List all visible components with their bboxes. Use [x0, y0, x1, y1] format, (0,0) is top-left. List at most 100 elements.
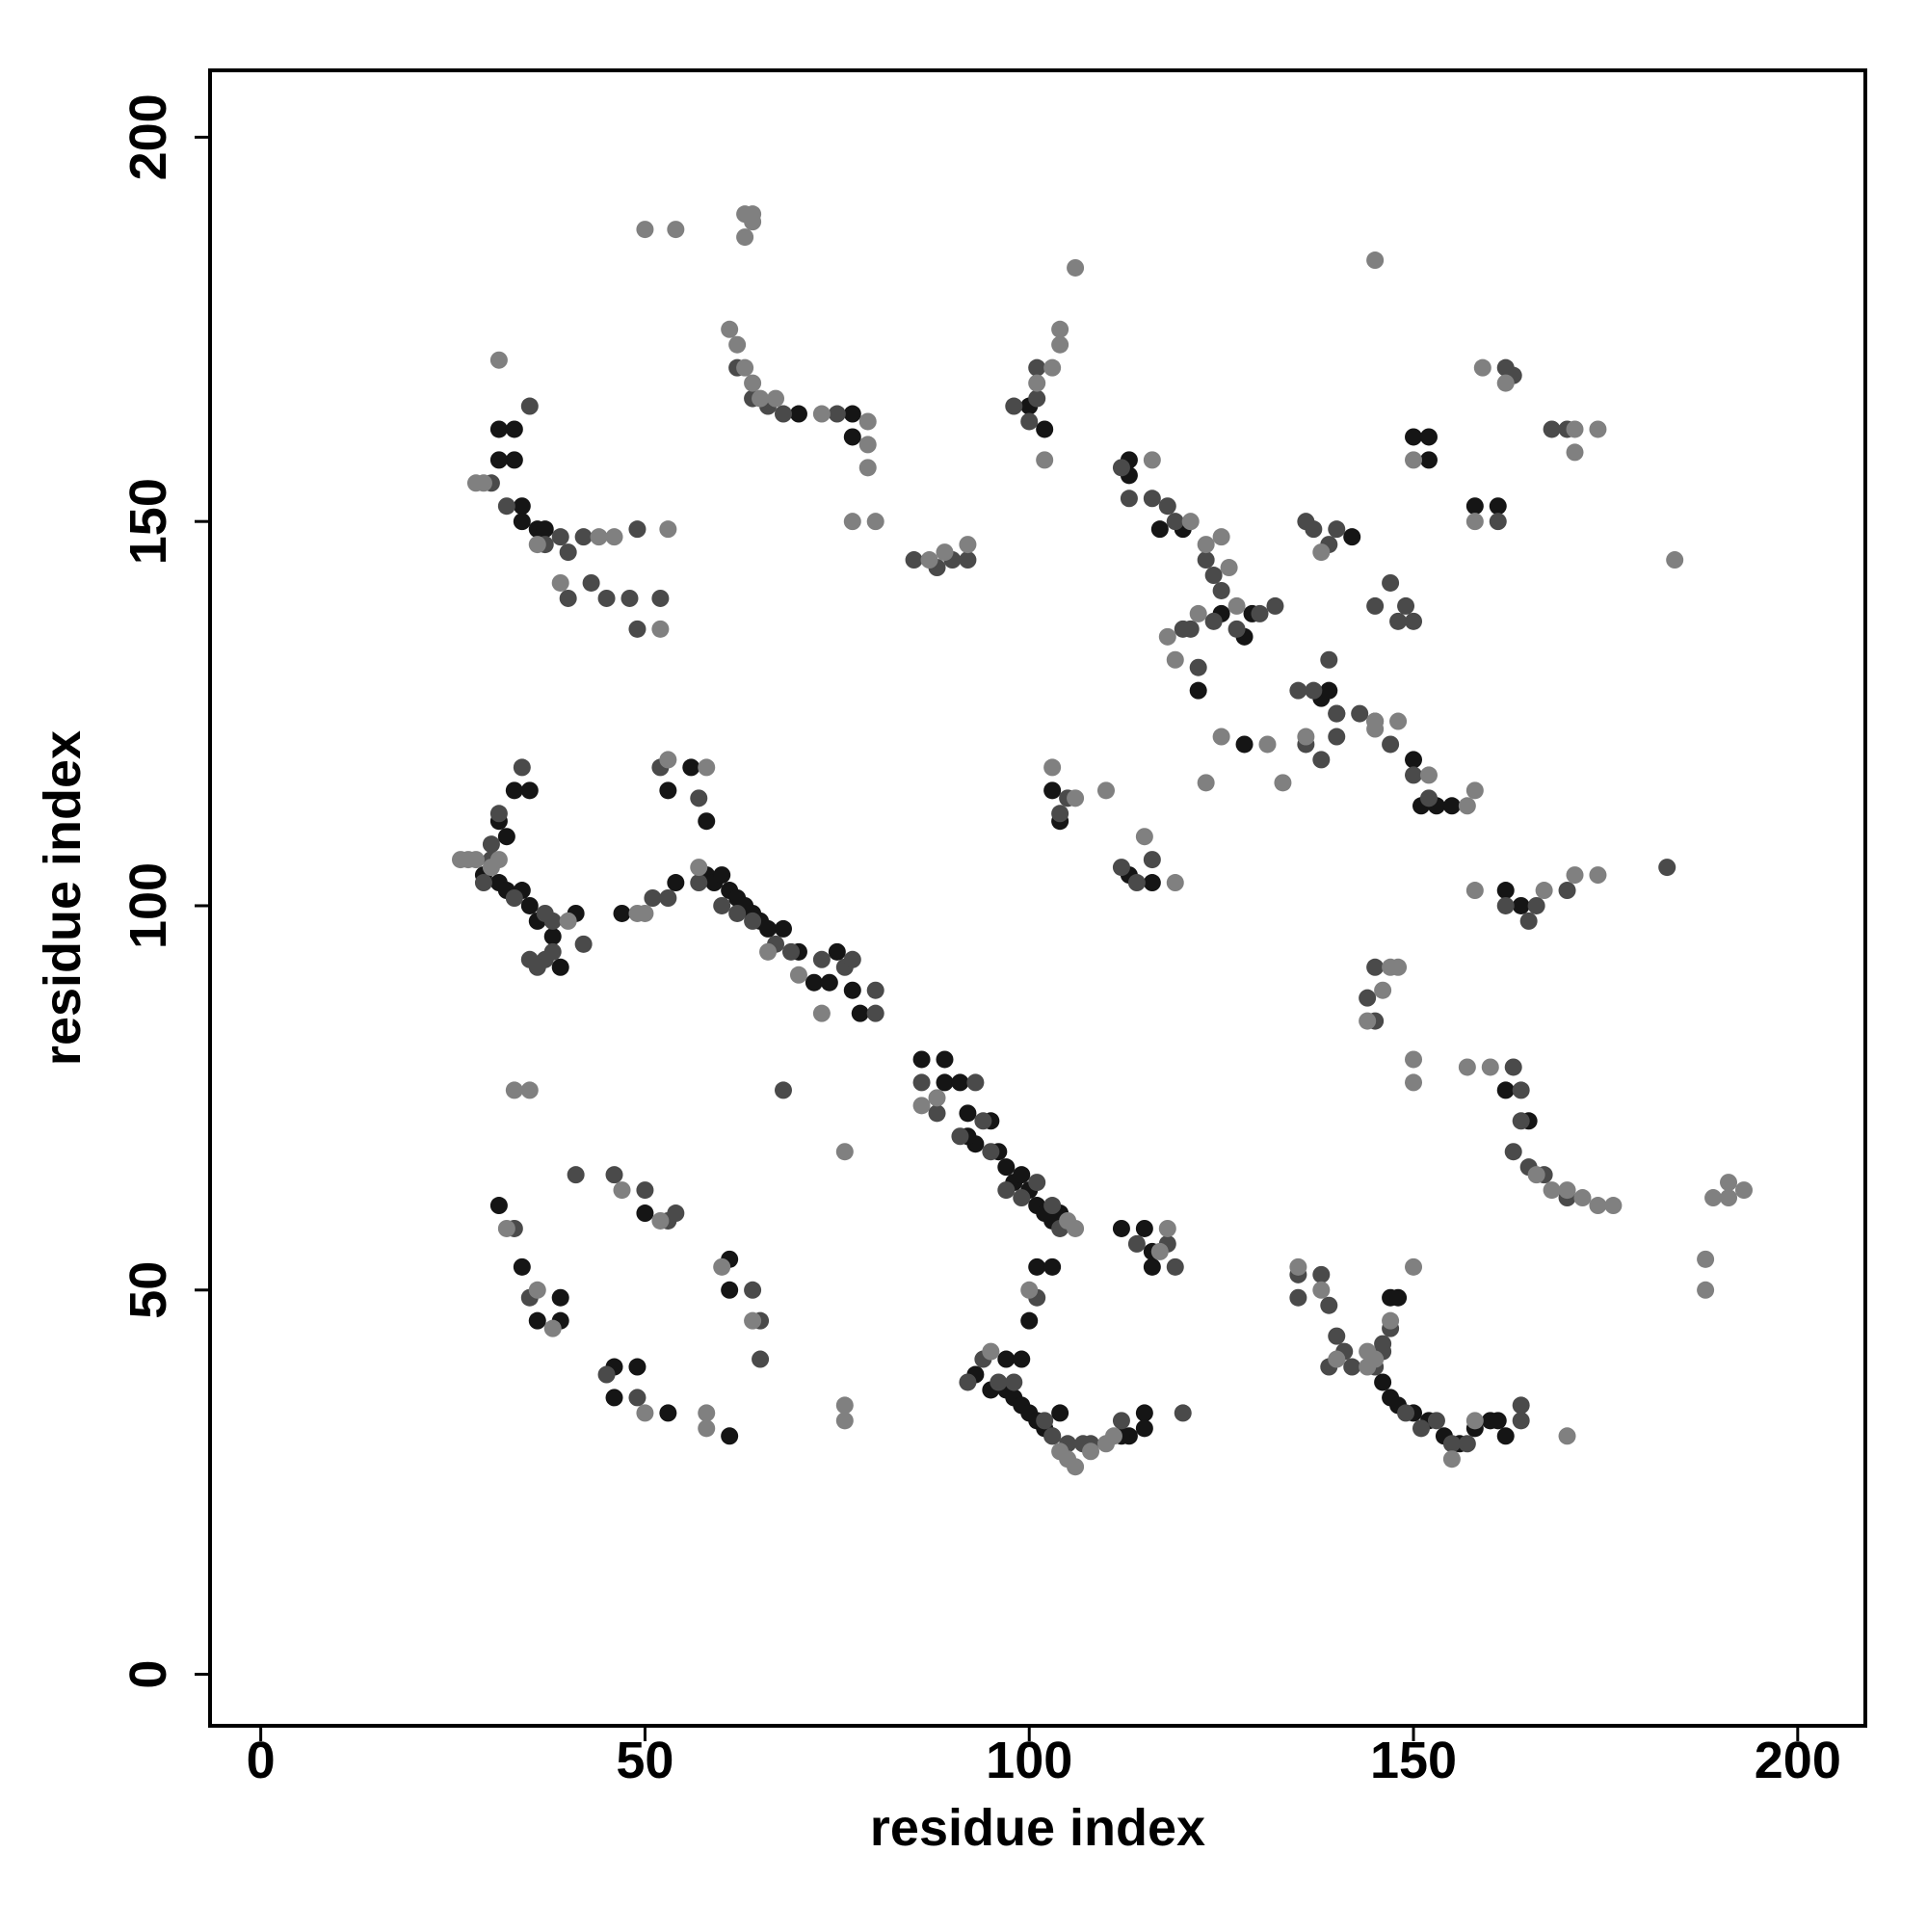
point: [997, 1181, 1016, 1200]
point: [1013, 1189, 1031, 1207]
point: [1013, 1350, 1031, 1368]
point: [690, 859, 708, 877]
point: [1366, 720, 1385, 738]
point: [1458, 797, 1476, 815]
point: [520, 397, 539, 415]
point: [698, 812, 716, 831]
point: [1489, 513, 1507, 531]
point: [1166, 513, 1184, 531]
point: [843, 981, 861, 999]
point: [1419, 428, 1438, 446]
point: [1112, 459, 1130, 477]
point: [1465, 513, 1484, 531]
point: [1374, 981, 1392, 999]
x-tick-label: 100: [986, 1732, 1072, 1789]
point: [1389, 712, 1408, 730]
point: [543, 912, 562, 930]
point: [1220, 559, 1238, 577]
point: [828, 405, 846, 423]
point: [1405, 612, 1423, 630]
point: [659, 889, 677, 907]
point: [536, 520, 554, 539]
point: [1405, 428, 1423, 446]
point: [789, 405, 807, 423]
point: [497, 1219, 515, 1237]
point: [1328, 1350, 1346, 1368]
point: [1189, 658, 1207, 676]
point: [1359, 989, 1377, 1007]
point: [543, 942, 562, 961]
y-tick-label: 0: [119, 1660, 177, 1689]
point: [1305, 681, 1323, 700]
point: [489, 420, 508, 438]
point: [1212, 581, 1230, 599]
point: [1320, 681, 1338, 700]
point: [1527, 896, 1545, 914]
point: [505, 451, 523, 469]
point: [1028, 389, 1046, 408]
point: [1227, 596, 1246, 615]
point: [1028, 358, 1046, 377]
point: [1512, 896, 1530, 914]
point: [1405, 1073, 1423, 1092]
point: [912, 1050, 931, 1069]
point: [698, 1404, 716, 1422]
point: [1266, 596, 1284, 615]
point: [1158, 627, 1176, 646]
point: [513, 758, 531, 777]
point: [551, 958, 569, 976]
point: [1382, 573, 1400, 592]
point: [858, 436, 877, 454]
point: [1519, 912, 1538, 930]
point: [1143, 874, 1161, 892]
point: [1589, 866, 1607, 885]
point: [866, 513, 884, 531]
point: [1512, 1396, 1530, 1415]
point: [1704, 1189, 1723, 1207]
point: [659, 751, 677, 769]
point: [752, 389, 770, 408]
point: [1512, 1081, 1530, 1099]
point: [920, 551, 938, 569]
point: [667, 221, 685, 239]
point: [1419, 766, 1438, 784]
point: [1389, 612, 1408, 630]
point: [951, 1127, 969, 1146]
point: [1473, 358, 1491, 377]
point: [936, 543, 954, 562]
point: [1174, 1404, 1192, 1422]
point: [959, 551, 977, 569]
point: [1405, 766, 1423, 784]
point: [1043, 1257, 1062, 1276]
point: [628, 1389, 647, 1407]
y-tick-label: 200: [119, 93, 177, 180]
point: [1067, 258, 1085, 277]
point: [513, 513, 531, 531]
point: [866, 981, 884, 999]
point: [835, 1412, 854, 1430]
point: [928, 1089, 946, 1107]
point: [1558, 1427, 1576, 1445]
point: [1419, 451, 1438, 469]
point: [613, 904, 631, 922]
point: [543, 927, 562, 945]
point: [551, 1288, 569, 1307]
point: [1112, 1219, 1130, 1237]
point: [912, 1073, 931, 1092]
point: [1166, 650, 1184, 669]
point: [628, 520, 647, 539]
point: [1496, 1427, 1515, 1445]
point: [698, 758, 716, 777]
point: [1181, 513, 1200, 531]
point: [1543, 1181, 1561, 1200]
point: [1389, 958, 1408, 976]
point: [858, 459, 877, 477]
point: [1419, 789, 1438, 807]
point: [843, 428, 861, 446]
point: [528, 1311, 546, 1330]
point: [497, 828, 515, 846]
point: [744, 374, 762, 392]
